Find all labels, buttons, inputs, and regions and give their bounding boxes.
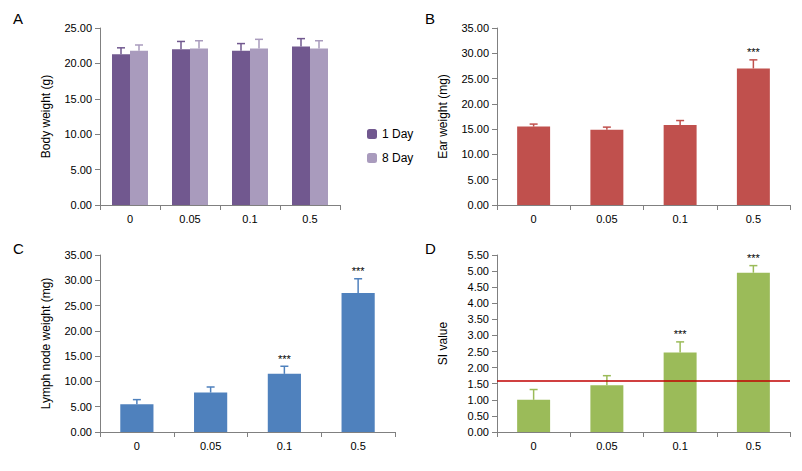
svg-text:15.00: 15.00 bbox=[64, 350, 92, 362]
svg-text:1.00: 1.00 bbox=[468, 394, 489, 406]
svg-text:0.1: 0.1 bbox=[277, 440, 292, 452]
svg-text:0.00: 0.00 bbox=[468, 199, 489, 211]
svg-text:5.00: 5.00 bbox=[468, 174, 489, 186]
svg-text:0.00: 0.00 bbox=[468, 426, 489, 438]
svg-text:0.00: 0.00 bbox=[71, 199, 92, 211]
svg-text:30.00: 30.00 bbox=[64, 274, 92, 286]
svg-text:0: 0 bbox=[134, 440, 140, 452]
svg-text:15.00: 15.00 bbox=[461, 123, 489, 135]
svg-text:Body weight (g): Body weight (g) bbox=[39, 75, 53, 158]
svg-text:35.00: 35.00 bbox=[64, 249, 92, 261]
svg-text:A: A bbox=[13, 10, 23, 27]
svg-text:0.1: 0.1 bbox=[242, 213, 257, 225]
svg-text:1 Day: 1 Day bbox=[382, 127, 413, 141]
svg-text:0.50: 0.50 bbox=[468, 410, 489, 422]
svg-text:B: B bbox=[425, 10, 435, 27]
svg-text:***: *** bbox=[747, 252, 761, 264]
svg-text:0.5: 0.5 bbox=[746, 213, 761, 225]
svg-text:0.05: 0.05 bbox=[596, 440, 617, 452]
svg-text:0.1: 0.1 bbox=[672, 213, 687, 225]
svg-text:***: *** bbox=[352, 265, 366, 277]
svg-text:4.50: 4.50 bbox=[468, 281, 489, 293]
svg-text:Lymph node weight (mg): Lymph node weight (mg) bbox=[39, 278, 53, 410]
svg-text:SI value: SI value bbox=[436, 321, 450, 365]
svg-text:0.5: 0.5 bbox=[302, 213, 317, 225]
svg-text:10.00: 10.00 bbox=[461, 148, 489, 160]
svg-text:1.50: 1.50 bbox=[468, 378, 489, 390]
svg-text:0.05: 0.05 bbox=[179, 213, 200, 225]
svg-text:8 Day: 8 Day bbox=[382, 151, 413, 165]
svg-text:0.05: 0.05 bbox=[200, 440, 221, 452]
svg-text:20.00: 20.00 bbox=[64, 57, 92, 69]
svg-text:3.50: 3.50 bbox=[468, 313, 489, 325]
svg-text:C: C bbox=[13, 240, 24, 257]
svg-text:3.00: 3.00 bbox=[468, 329, 489, 341]
svg-text:2.00: 2.00 bbox=[468, 362, 489, 374]
svg-text:20.00: 20.00 bbox=[461, 98, 489, 110]
svg-text:0.5: 0.5 bbox=[350, 440, 365, 452]
svg-text:35.00: 35.00 bbox=[461, 22, 489, 34]
svg-text:25.00: 25.00 bbox=[64, 300, 92, 312]
svg-text:0: 0 bbox=[127, 213, 133, 225]
svg-text:5.00: 5.00 bbox=[71, 164, 92, 176]
svg-text:0.05: 0.05 bbox=[596, 213, 617, 225]
svg-text:10.00: 10.00 bbox=[64, 128, 92, 140]
svg-text:5.00: 5.00 bbox=[71, 401, 92, 413]
svg-text:4.00: 4.00 bbox=[468, 297, 489, 309]
svg-text:0: 0 bbox=[531, 213, 537, 225]
svg-text:0.00: 0.00 bbox=[71, 426, 92, 438]
svg-text:***: *** bbox=[278, 353, 292, 365]
svg-text:0.1: 0.1 bbox=[672, 440, 687, 452]
svg-text:5.50: 5.50 bbox=[468, 249, 489, 261]
svg-text:2.50: 2.50 bbox=[468, 346, 489, 358]
svg-text:10.00: 10.00 bbox=[64, 375, 92, 387]
svg-text:0: 0 bbox=[531, 440, 537, 452]
svg-text:5.00: 5.00 bbox=[468, 265, 489, 277]
svg-text:25.00: 25.00 bbox=[64, 22, 92, 34]
svg-text:Ear weight (mg): Ear weight (mg) bbox=[436, 74, 450, 159]
svg-text:15.00: 15.00 bbox=[64, 93, 92, 105]
svg-text:20.00: 20.00 bbox=[64, 325, 92, 337]
svg-text:***: *** bbox=[747, 46, 761, 58]
svg-text:0.5: 0.5 bbox=[746, 440, 761, 452]
svg-text:***: *** bbox=[674, 328, 688, 340]
svg-text:30.00: 30.00 bbox=[461, 47, 489, 59]
svg-text:25.00: 25.00 bbox=[461, 73, 489, 85]
svg-text:D: D bbox=[425, 240, 436, 257]
